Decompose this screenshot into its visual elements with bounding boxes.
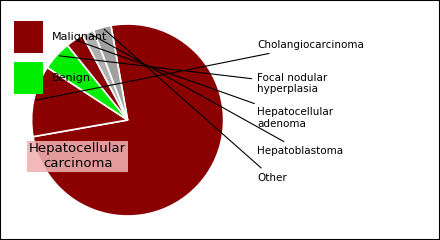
Text: Hepatocellular
adenoma: Hepatocellular adenoma: [77, 41, 334, 129]
Wedge shape: [47, 45, 128, 120]
Text: Hepatocellular
carcinoma: Hepatocellular carcinoma: [29, 143, 126, 170]
Wedge shape: [32, 67, 128, 137]
Text: Hepatoblastoma: Hepatoblastoma: [90, 34, 343, 156]
Wedge shape: [94, 25, 128, 120]
Bar: [15, 21, 43, 53]
Text: Cholangiocarcinoma: Cholangiocarcinoma: [36, 40, 364, 100]
Text: Other: Other: [104, 29, 287, 183]
Wedge shape: [33, 24, 224, 216]
Text: Benign: Benign: [52, 73, 91, 83]
Text: Focal nodular
hyperplasia: Focal nodular hyperplasia: [59, 56, 327, 94]
Bar: [15, 62, 43, 94]
Text: Malignant: Malignant: [52, 32, 107, 42]
Wedge shape: [83, 30, 128, 120]
Wedge shape: [67, 35, 128, 120]
